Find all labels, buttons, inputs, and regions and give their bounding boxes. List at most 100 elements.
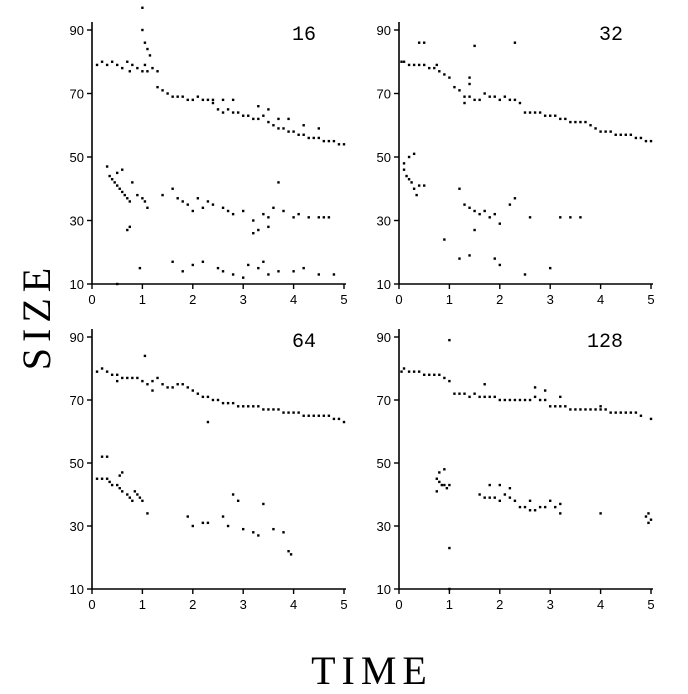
data-point — [211, 98, 215, 102]
data-point — [559, 395, 562, 399]
data-point — [236, 111, 240, 114]
data-point — [201, 98, 205, 102]
data-point — [498, 263, 501, 267]
data-point — [121, 376, 124, 380]
data-point — [141, 70, 144, 73]
x-tick-label: 1 — [446, 597, 453, 612]
data-point — [428, 66, 431, 70]
data-point — [473, 44, 476, 48]
data-point — [171, 386, 174, 389]
data-point — [523, 273, 527, 276]
data-point — [478, 395, 481, 399]
data-point — [136, 493, 139, 496]
data-point — [435, 477, 438, 480]
data-point — [634, 136, 638, 140]
x-tick-label: 0 — [395, 292, 402, 307]
data-point — [478, 493, 481, 496]
data-point — [599, 130, 602, 133]
x-tick-label: 2 — [189, 292, 196, 307]
y-tick-label: 10 — [377, 582, 391, 597]
data-point — [649, 518, 653, 521]
data-point — [221, 206, 225, 209]
data-point — [257, 105, 260, 108]
y-tick-label: 50 — [70, 456, 84, 471]
data-point — [332, 273, 336, 276]
data-point — [100, 477, 104, 480]
data-point — [453, 392, 456, 395]
x-tick-label: 1 — [446, 292, 453, 307]
data-point — [412, 152, 416, 156]
y-axis-title: SIZE — [14, 262, 59, 370]
data-point — [262, 408, 265, 411]
x-tick-label: 1 — [139, 292, 146, 307]
data-point — [113, 181, 116, 184]
panel-16: 10 30 50 70 90 0 1 2 3 4 5 16 — [70, 6, 348, 307]
data-point — [644, 139, 648, 143]
data-point — [498, 483, 501, 487]
data-point — [116, 483, 119, 487]
data-point — [191, 263, 194, 267]
data-point — [599, 512, 602, 515]
data-point — [105, 455, 109, 458]
data-point — [410, 181, 413, 184]
data-point — [297, 411, 300, 414]
data-point — [483, 395, 486, 399]
data-point — [141, 499, 144, 502]
data-point — [443, 238, 446, 241]
series-2 — [435, 468, 653, 550]
data-point — [297, 133, 300, 136]
data-point — [579, 216, 582, 219]
data-point — [647, 521, 650, 525]
data-point — [428, 373, 431, 376]
data-point — [133, 490, 137, 493]
data-point — [302, 124, 305, 127]
data-point — [181, 200, 184, 203]
data-point — [116, 171, 119, 175]
data-point — [242, 405, 245, 408]
x-axis-title: TIME — [311, 648, 433, 693]
data-point — [110, 178, 114, 181]
data-point — [639, 414, 643, 417]
data-point — [619, 133, 622, 136]
data-point — [564, 117, 567, 121]
data-point — [143, 200, 147, 203]
data-point — [206, 395, 210, 399]
data-point — [211, 101, 215, 105]
data-point — [242, 114, 245, 117]
data-point — [327, 414, 331, 417]
data-point — [337, 143, 341, 146]
data-point — [483, 92, 486, 95]
data-point — [191, 524, 194, 528]
data-point — [463, 392, 466, 395]
data-point — [196, 197, 200, 200]
data-point — [513, 398, 517, 402]
data-point — [549, 499, 552, 502]
data-point — [123, 193, 126, 197]
data-point — [121, 190, 124, 194]
data-point — [292, 216, 295, 219]
data-point — [619, 411, 622, 414]
panel-128: 10 30 50 70 90 0 1 2 3 4 5 128 — [377, 329, 655, 612]
data-point — [277, 117, 280, 121]
data-point — [231, 212, 235, 216]
x-tick-label: 4 — [597, 292, 604, 307]
data-point — [649, 139, 653, 143]
data-point — [518, 101, 522, 105]
y-tick-label: 70 — [70, 87, 84, 102]
data-point — [599, 408, 602, 411]
data-point — [448, 338, 451, 342]
data-point — [267, 225, 270, 229]
data-point — [417, 63, 421, 67]
series-3 — [448, 587, 451, 591]
data-point — [108, 480, 111, 484]
data-point — [533, 395, 537, 399]
x-tick-label: 3 — [547, 597, 554, 612]
data-point — [435, 490, 438, 493]
x-tick-label: 4 — [290, 597, 297, 612]
data-point — [342, 420, 346, 424]
data-point — [468, 95, 471, 98]
data-point — [417, 41, 421, 44]
data-point — [538, 398, 542, 402]
data-point — [307, 136, 310, 140]
data-point — [226, 524, 230, 528]
